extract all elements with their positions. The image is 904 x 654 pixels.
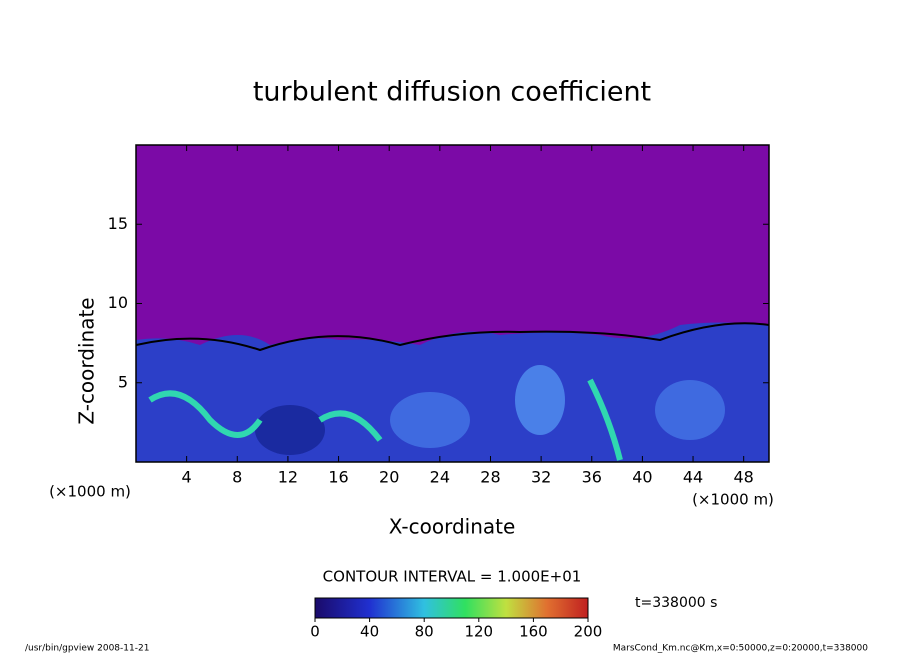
footer-left: /usr/bin/gpview 2008-11-21	[25, 644, 149, 654]
field-blob	[515, 365, 565, 435]
x-tick-label: 36	[582, 468, 602, 487]
field-blob	[255, 405, 325, 455]
x-tick-label: 44	[683, 468, 703, 487]
x-tick-label: 16	[328, 468, 348, 487]
x-unit-label: (×1000 m)	[692, 491, 774, 509]
x-unit-label: (×1000 m)	[49, 483, 131, 501]
y-tick-label: 5	[118, 372, 128, 391]
x-tick-label: 12	[278, 468, 298, 487]
colorbar-tick-label: 160	[519, 623, 548, 641]
contour-interval: CONTOUR INTERVAL = 1.000E+01	[323, 568, 582, 586]
chart-title: turbulent diffusion coefficient	[253, 77, 651, 108]
colorbar-tick-label: 120	[464, 623, 493, 641]
field-band	[148, 378, 623, 461]
y-axis-label: Z-coordinate	[75, 297, 99, 424]
x-tick-label: 28	[480, 468, 500, 487]
x-tick-label: 24	[430, 468, 450, 487]
colorbar	[314, 597, 589, 619]
field-blob	[390, 392, 470, 448]
colorbar-tick-label: 200	[574, 623, 603, 641]
contour-line	[136, 322, 769, 352]
x-tick-label: 48	[734, 468, 754, 487]
contour-field	[136, 145, 769, 462]
x-tick-label: 8	[232, 468, 242, 487]
y-tick-label: 15	[108, 214, 128, 233]
x-tick-label: 4	[182, 468, 192, 487]
x-axis-label: X-coordinate	[389, 515, 516, 539]
y-tick-label: 10	[108, 293, 128, 312]
time-label: t=338000 s	[635, 595, 717, 611]
colorbar-tick-label: 40	[360, 623, 379, 641]
x-tick-label: 40	[632, 468, 652, 487]
field-blob	[655, 380, 725, 440]
colorbar-tick-label: 80	[415, 623, 434, 641]
x-tick-label: 32	[531, 468, 551, 487]
x-tick-label: 20	[379, 468, 399, 487]
colorbar-tick-label: 0	[310, 623, 320, 641]
footer-right: MarsCond_Km.nc@Km,x=0:50000,z=0:20000,t=…	[613, 644, 868, 654]
